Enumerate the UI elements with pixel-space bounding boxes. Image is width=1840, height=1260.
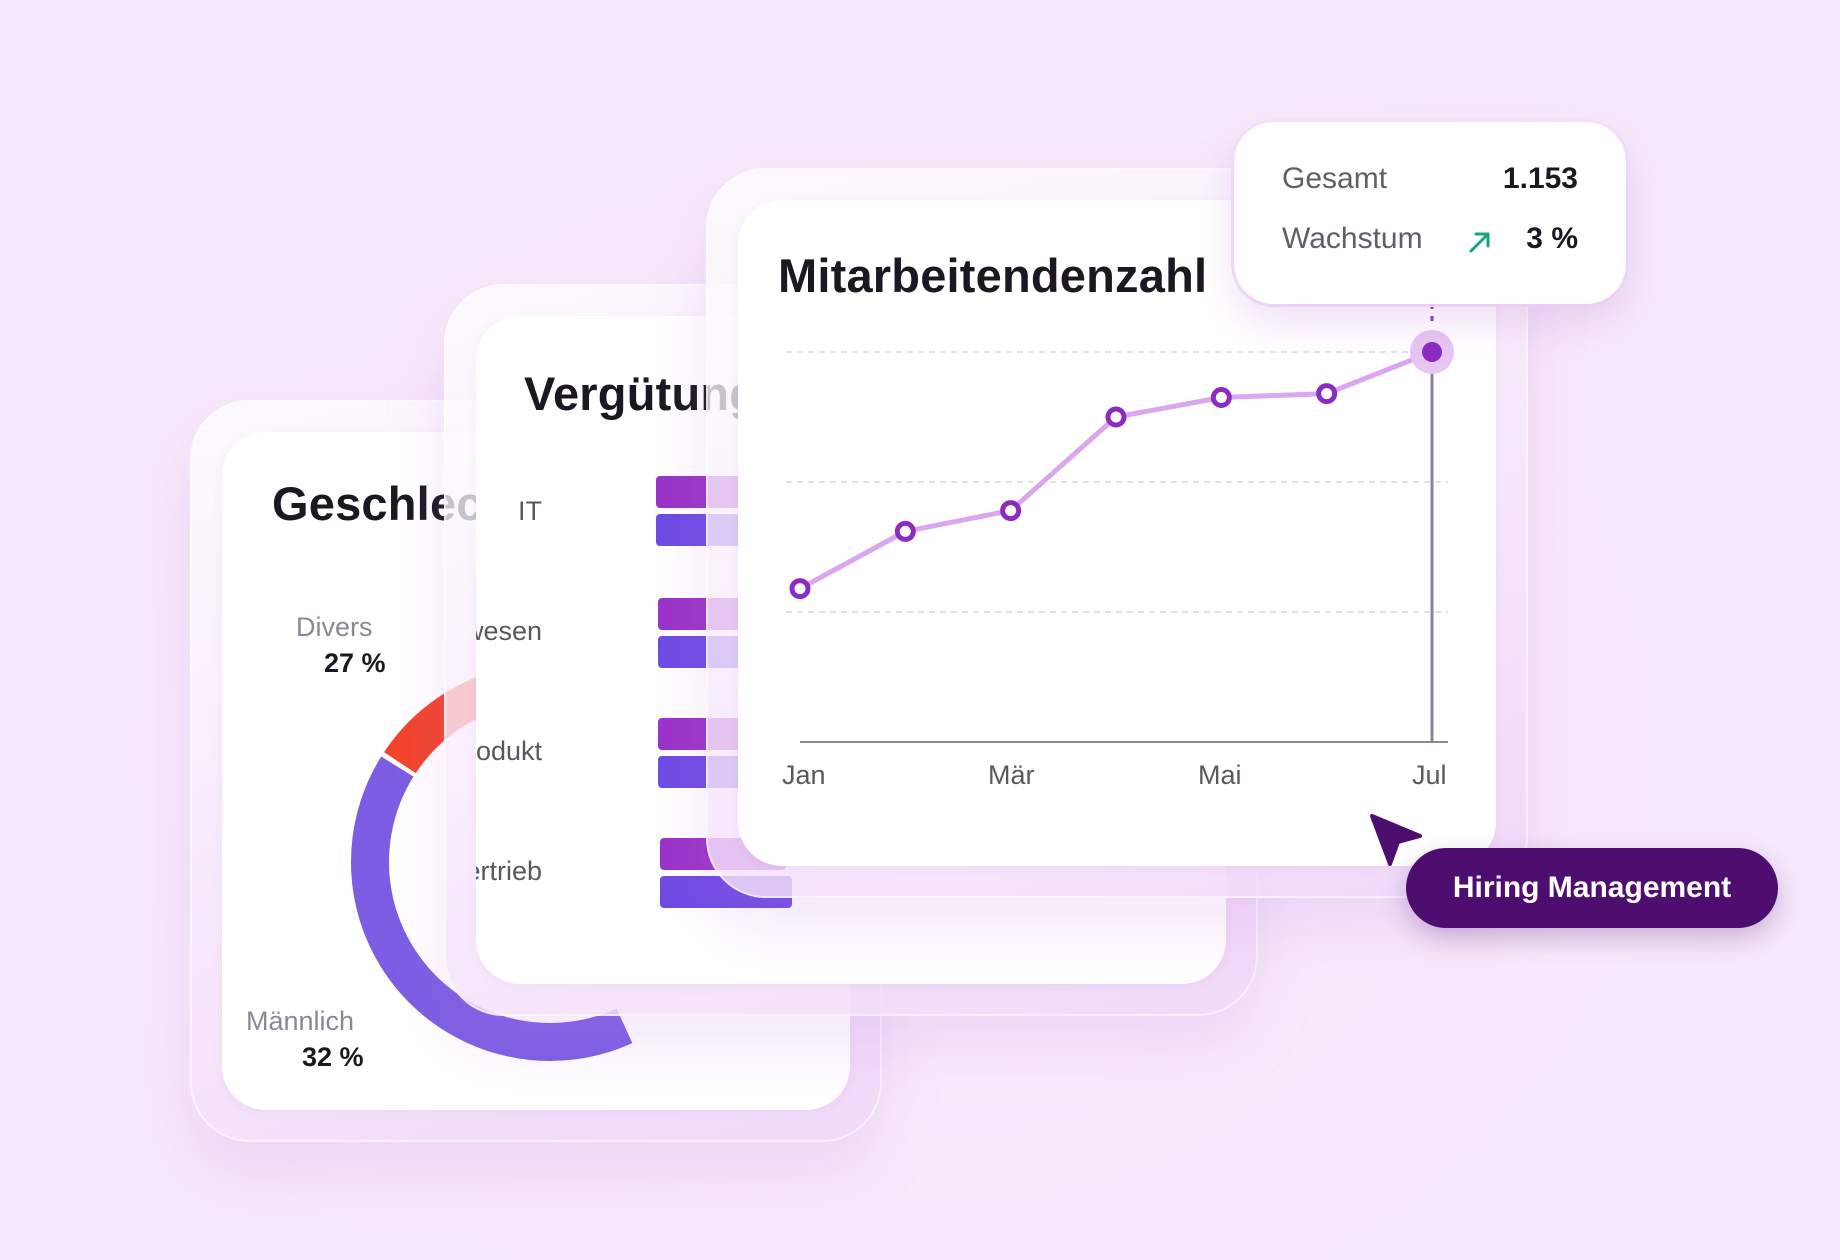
tooltip-row-growth: Wachstum 3 % [1282, 222, 1578, 262]
x-tick-mai: Mai [1198, 760, 1242, 790]
x-tick-maer: Mär [988, 760, 1035, 790]
data-point[interactable] [1316, 383, 1338, 405]
tooltip-growth-value: 3 % [1526, 222, 1578, 255]
headcount-series-line [798, 349, 1433, 591]
tooltip-total-value: 1.153 [1502, 162, 1578, 195]
data-point[interactable] [789, 578, 811, 600]
data-point[interactable] [1000, 500, 1022, 522]
cursor-pointer-icon [1370, 814, 1422, 866]
tooltip-growth-label: Wachstum [1282, 222, 1423, 255]
summary-tooltip: Gesamt 1.153 Wachstum 3 % [1234, 122, 1626, 304]
headcount-points [789, 330, 1454, 600]
category-label-finanzwesen: Finanzwesen [476, 616, 542, 646]
donut-segment-maennlich [351, 756, 633, 1061]
chart-gridlines [786, 351, 1448, 613]
divers-label: Divers [296, 612, 373, 642]
x-tick-jul: Jul [1412, 760, 1447, 790]
category-label-produkt: Produkt [476, 736, 542, 766]
divers-value: 27 % [324, 648, 386, 678]
tooltip-total-label: Gesamt [1282, 162, 1388, 195]
headcount-card: Mitarbeitendenzahl [738, 200, 1496, 866]
x-tick-jan: Jan [782, 760, 826, 790]
maennlich-value: 32 % [302, 1042, 364, 1072]
arrow-up-right-icon [1469, 232, 1490, 253]
maennlich-label: Männlich [246, 1006, 355, 1036]
category-label-vertrieb: Vertrieb [476, 856, 542, 886]
hiring-management-badge[interactable]: Hiring Management [1406, 848, 1778, 928]
category-label-it: IT [518, 496, 542, 526]
data-point-highlight[interactable] [1422, 342, 1442, 362]
data-point[interactable] [1105, 406, 1127, 428]
headcount-card-title: Mitarbeitendenzahl [778, 249, 1208, 302]
data-point[interactable] [894, 520, 916, 542]
data-point[interactable] [1210, 387, 1232, 408]
tooltip-row-total: Gesamt 1.153 [1282, 162, 1578, 202]
